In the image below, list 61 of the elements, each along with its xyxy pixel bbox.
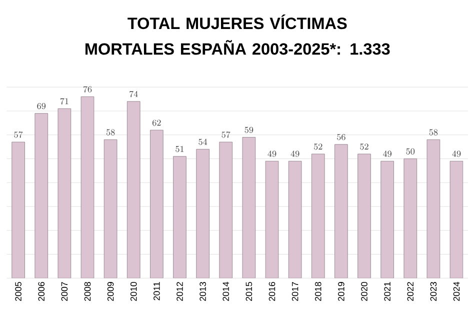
chart-title: TOTAL MUJERES VÍCTIMAS MORTALES ESPAÑA 2003-2025*: 1.333 bbox=[86, 14, 390, 55]
data-label: 50 bbox=[406, 148, 415, 155]
bar bbox=[58, 108, 72, 278]
x-tick-label: 2012 bbox=[176, 282, 183, 302]
x-tick-label: 2010 bbox=[130, 282, 137, 302]
bar bbox=[81, 96, 94, 278]
x-tick-label: 2009 bbox=[107, 282, 114, 302]
data-label: 58 bbox=[106, 129, 115, 136]
bar bbox=[404, 158, 418, 278]
data-label: 76 bbox=[83, 86, 92, 93]
x-tick-label: 2015 bbox=[246, 282, 252, 302]
x-tick-label: 2017 bbox=[292, 282, 298, 302]
data-label: 56 bbox=[337, 134, 346, 140]
bar bbox=[380, 161, 394, 278]
x-tick-label: 2014 bbox=[222, 282, 230, 302]
bar bbox=[288, 161, 302, 278]
bar bbox=[173, 156, 186, 278]
bar bbox=[12, 142, 25, 278]
data-label: 58 bbox=[429, 129, 438, 136]
bar bbox=[104, 140, 118, 278]
x-tick-label: 2006 bbox=[38, 282, 45, 302]
x-tick-label: 2018 bbox=[314, 282, 322, 302]
data-label: 49 bbox=[268, 150, 276, 158]
bar bbox=[358, 154, 371, 278]
data-label: 49 bbox=[452, 150, 461, 158]
x-tick-label: 2019 bbox=[338, 282, 344, 302]
bar bbox=[311, 154, 325, 278]
x-tick-label: 2011 bbox=[154, 282, 160, 300]
x-tick-label: 2024 bbox=[453, 282, 460, 302]
data-label: 59 bbox=[244, 127, 254, 134]
data-label: 54 bbox=[198, 138, 208, 146]
data-label: 57 bbox=[14, 132, 23, 138]
data-label: 74 bbox=[130, 91, 138, 98]
data-label: 52 bbox=[360, 144, 368, 150]
bar bbox=[426, 140, 440, 278]
data-label: 57 bbox=[222, 132, 230, 138]
data-label: 49 bbox=[290, 150, 300, 158]
x-tick-label: 2007 bbox=[61, 282, 68, 302]
bar bbox=[334, 144, 348, 278]
x-tick-label: 2023 bbox=[430, 282, 437, 302]
bar bbox=[265, 161, 279, 278]
data-label: 71 bbox=[60, 98, 68, 105]
x-tick-label: 2013 bbox=[200, 282, 206, 302]
bar bbox=[150, 130, 164, 278]
bar bbox=[126, 101, 140, 278]
x-tick-label: 2008 bbox=[84, 282, 91, 302]
bar bbox=[34, 113, 48, 278]
x-tick-label: 2020 bbox=[361, 282, 368, 302]
data-label: 49 bbox=[383, 150, 392, 158]
x-tick-label: 2016 bbox=[268, 282, 276, 302]
data-label: 51 bbox=[176, 146, 184, 152]
x-tick-label: 2022 bbox=[407, 282, 414, 302]
data-label: 62 bbox=[152, 120, 161, 126]
data-label: 69 bbox=[37, 103, 46, 110]
bar bbox=[242, 137, 256, 278]
bar bbox=[450, 161, 464, 278]
x-tick-label: 2005 bbox=[15, 282, 22, 302]
bar bbox=[196, 149, 210, 278]
bar bbox=[219, 142, 233, 278]
data-label: 52 bbox=[314, 144, 322, 150]
x-tick-label: 2021 bbox=[384, 282, 390, 302]
